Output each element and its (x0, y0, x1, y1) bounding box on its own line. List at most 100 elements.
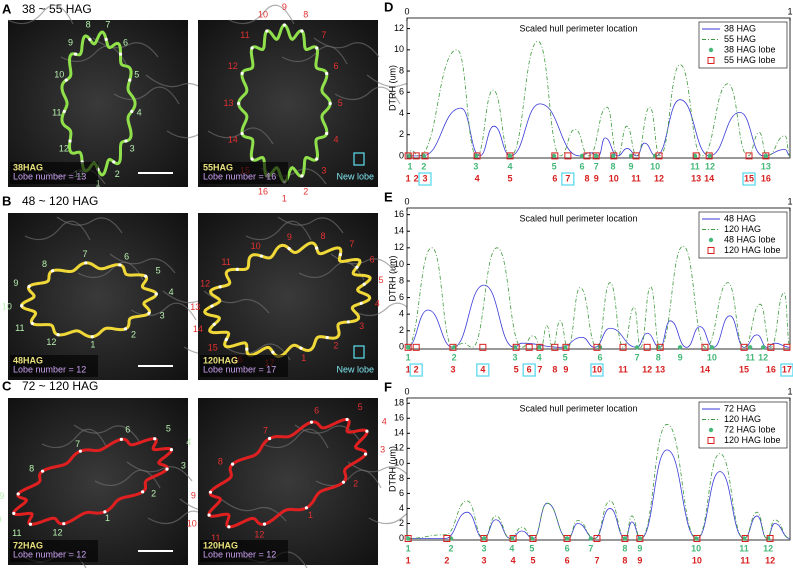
lobe-number: 8 (320, 231, 325, 241)
cell-wall (334, 86, 401, 105)
lobe-number: 1 (308, 510, 313, 520)
lobe-marker (701, 343, 709, 351)
lobe-number: 2 (333, 340, 338, 350)
legend-swatch (708, 427, 714, 433)
lobe-tip (304, 506, 309, 510)
lobe-tip (27, 284, 31, 289)
lobe-number: 5 (134, 69, 139, 79)
lobe-tip (271, 350, 275, 354)
panel-letter: B (2, 193, 11, 208)
stage-label: 120HAG (203, 355, 238, 365)
series-line (406, 40, 791, 157)
lobe-number: 9 (191, 491, 196, 501)
lobe-tip (227, 525, 231, 529)
lobe-label: 4 (480, 364, 485, 374)
lobe-label: 13 (761, 161, 771, 171)
lobe-marker (449, 343, 457, 351)
lobe-tip (282, 23, 286, 27)
lobe-number: 15 (208, 343, 218, 353)
y-axis-label: DTRH (um) (387, 65, 397, 111)
new-lobe-box (522, 363, 536, 377)
lobe-label: 10 (609, 173, 619, 183)
cell-outline (60, 30, 137, 177)
lobe-marker (412, 343, 420, 351)
lobe-marker (588, 536, 594, 541)
lobe-tip (365, 429, 369, 433)
cell-wall (347, 461, 414, 482)
legend-swatch (707, 437, 715, 444)
lobe-label: 1 (406, 543, 411, 553)
lobe-label: 10 (650, 161, 660, 171)
micrograph (8, 213, 188, 380)
lobe-tip (141, 490, 145, 494)
lobe-label: 3 (422, 173, 427, 183)
lobe-marker (709, 345, 715, 350)
lobe-label: 1 (406, 364, 411, 374)
lobe-marker (551, 153, 557, 159)
lobe-marker (637, 536, 643, 541)
lobe-number: 8 (303, 9, 308, 19)
lobe-number: 4 (137, 108, 142, 118)
legend-label: 72 HAG lobe (724, 424, 776, 434)
lobe-tip (56, 333, 60, 337)
lobe-count: Lobe number = 12 (13, 364, 86, 374)
lobe-label: 9 (594, 173, 599, 183)
lobe-marker (628, 153, 634, 159)
lobe-number: 10 (258, 9, 268, 19)
lobe-tip (267, 436, 272, 441)
lobe-marker (677, 345, 683, 350)
lobe-tip (363, 452, 368, 456)
lobe-label: 1 (408, 161, 413, 171)
lobe-label: 3 (481, 543, 486, 553)
lobe-number: 5 (378, 275, 383, 285)
legend-label: 120 HAG lobe (724, 435, 781, 445)
lobe-tip (355, 265, 359, 269)
lobe-label: 11 (690, 161, 700, 171)
panel-title: 38 ~ 55 HAG (22, 2, 92, 16)
y-tick-label: 10 (394, 44, 404, 54)
label-bg (10, 540, 98, 562)
lobe-label: 9 (637, 555, 642, 565)
lobe-marker (747, 345, 753, 350)
lobe-label: 3 (450, 364, 455, 374)
stage-label: 120HAG (203, 540, 238, 550)
lobe-marker (512, 345, 518, 350)
lobe-marker (529, 534, 537, 542)
lobe-tip (250, 46, 254, 50)
lobe-tip (118, 52, 123, 56)
cell-wall (224, 343, 291, 361)
lobe-tip (78, 449, 82, 453)
lobe-number: 7 (349, 239, 354, 249)
lobe-label: 4 (509, 543, 514, 553)
lobe-marker (509, 534, 517, 542)
lobe-tip (30, 321, 34, 326)
lobe-tip (359, 301, 363, 305)
lobe-label: 1 (406, 173, 411, 183)
lobe-marker (593, 343, 601, 351)
new-lobe-text: New lobe (336, 171, 374, 181)
lobe-tip (299, 346, 303, 350)
lobe-marker (740, 343, 748, 351)
lobe-marker (763, 153, 769, 159)
lobe-number: 6 (370, 254, 375, 264)
lobe-label: 9 (563, 364, 568, 374)
lobe-number: 9 (0, 491, 4, 501)
lobe-tip (362, 282, 366, 286)
cell-wall (315, 469, 382, 489)
lobe-label: 5 (529, 543, 534, 553)
lobe-label: 10 (707, 352, 717, 362)
lobe-number: 6 (124, 252, 129, 262)
legend-swatch (707, 247, 715, 254)
lobe-label: 5 (514, 364, 519, 374)
y-axis-label: DTRH (um) (387, 446, 397, 492)
x-tick-label: 0 (404, 6, 409, 16)
lobe-tip (147, 311, 151, 315)
y-tick-label: 0 (399, 342, 404, 352)
legend-label: 55 HAG (724, 34, 756, 44)
lobe-number: 5 (338, 98, 343, 108)
lobe-tip (153, 437, 157, 441)
lobe-label: 2 (414, 364, 419, 374)
lobe-tip (104, 37, 108, 42)
lobe-marker (593, 534, 601, 542)
lobe-number: 3 (321, 166, 326, 176)
